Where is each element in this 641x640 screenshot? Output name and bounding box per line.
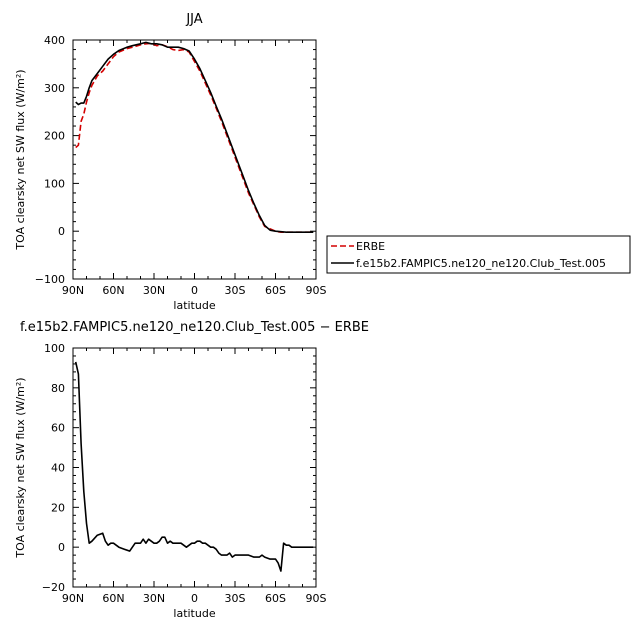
y-tick-label: 40 [51, 462, 65, 475]
y-axis-label: TOA clearsky net SW flux (W/m²) [14, 377, 27, 558]
legend-label: ERBE [356, 240, 385, 253]
series-line-1 [74, 361, 314, 572]
y-tick-label: 100 [44, 342, 65, 355]
y-tick-label: 200 [44, 130, 65, 143]
legend: ERBE f.e15b2.FAMPIC5.ne120_ne120.Club_Tes… [326, 235, 631, 274]
x-tick-label: 60N [102, 592, 124, 605]
series-line-1 [75, 42, 314, 233]
y-tick-label: −20 [42, 581, 65, 594]
chart-title: JJA [185, 12, 202, 27]
x-tick-label: 30N [143, 592, 165, 605]
x-tick-label: 30S [225, 592, 246, 605]
x-tick-label: 90N [62, 284, 84, 297]
chart-panel-1: JJA 90N 60N 30N 0 30S 60S 90S −100 0 100 200 300 400 l… [14, 12, 631, 312]
x-tick-label: 90S [306, 592, 327, 605]
y-tick-label: 400 [44, 34, 65, 47]
x-tick-label: 60S [265, 284, 286, 297]
x-axis-label: latitude [173, 607, 215, 620]
y-tick-label: 60 [51, 422, 65, 435]
x-tick-label: 0 [191, 592, 198, 605]
chart-title: f.e15b2.FAMPIC5.ne120_ne120.Club_Test.00… [20, 320, 369, 335]
plot-frame [72, 39, 317, 280]
x-tick-label: 90N [62, 592, 84, 605]
x-tick-label: 90S [306, 284, 327, 297]
x-tick-label: 30S [225, 284, 246, 297]
legend-label: f.e15b2.FAMPIC5.ne120_ne120.Club_Test.00… [356, 257, 606, 270]
series-line-2 [75, 41, 314, 233]
y-tick-label: 80 [51, 382, 65, 395]
y-tick-label: −100 [35, 273, 65, 286]
legend-box [326, 235, 631, 274]
x-tick-label: 0 [191, 284, 198, 297]
y-tick-label: 0 [58, 541, 65, 554]
x-tick-label: 60S [265, 592, 286, 605]
x-tick-label: 30N [143, 284, 165, 297]
y-tick-label: 0 [58, 225, 65, 238]
y-tick-label: 100 [44, 177, 65, 190]
y-tick-label: 20 [51, 501, 65, 514]
x-axis-label: latitude [173, 299, 215, 312]
x-tick-label: 60N [102, 284, 124, 297]
y-axis-label: TOA clearsky net SW flux (W/m²) [14, 69, 27, 250]
y-tick-label: 300 [44, 82, 65, 95]
plot-frame [72, 347, 317, 588]
chart-panel-2: f.e15b2.FAMPIC5.ne120_ne120.Club_Test.00… [14, 320, 369, 620]
